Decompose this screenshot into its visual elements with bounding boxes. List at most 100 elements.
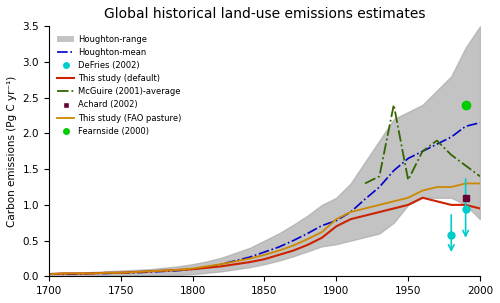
This study (default): [434, 199, 440, 203]
This study (FAO pasture): [175, 268, 181, 272]
This study (default): [477, 207, 483, 210]
This study (default): [462, 203, 468, 207]
Houghton-mean: [405, 157, 411, 160]
This study (FAO pasture): [319, 230, 325, 234]
This study (FAO pasture): [405, 196, 411, 200]
McGuire (2001)-average: [434, 139, 440, 142]
This study (FAO pasture): [477, 181, 483, 185]
This study (default): [448, 203, 454, 207]
Houghton-mean: [362, 197, 368, 201]
Houghton-mean: [276, 245, 282, 249]
Houghton-mean: [190, 267, 196, 271]
Houghton-mean: [89, 272, 95, 275]
This study (FAO pasture): [276, 249, 282, 252]
Houghton-mean: [74, 272, 80, 276]
McGuire (2001)-average: [462, 164, 468, 168]
This study (FAO pasture): [60, 272, 66, 275]
This study (FAO pasture): [132, 270, 138, 274]
This study (FAO pasture): [161, 269, 167, 272]
This study (FAO pasture): [376, 203, 382, 207]
Houghton-mean: [118, 271, 124, 275]
This study (default): [190, 267, 196, 271]
Houghton-mean: [448, 135, 454, 139]
This study (FAO pasture): [118, 271, 124, 275]
Houghton-mean: [104, 272, 110, 275]
Title: Global historical land-use emissions estimates: Global historical land-use emissions est…: [104, 7, 425, 21]
This study (default): [60, 272, 66, 275]
This study (FAO pasture): [262, 253, 268, 257]
McGuire (2001)-average: [420, 149, 426, 153]
Houghton-mean: [232, 259, 238, 262]
McGuire (2001)-average: [405, 178, 411, 182]
This study (default): [118, 271, 124, 275]
This study (FAO pasture): [420, 189, 426, 192]
This study (FAO pasture): [448, 185, 454, 189]
Line: McGuire (2001)-average: McGuire (2001)-average: [365, 105, 480, 183]
Houghton-mean: [319, 224, 325, 228]
This study (default): [204, 266, 210, 270]
McGuire (2001)-average: [477, 175, 483, 178]
This study (default): [247, 260, 253, 264]
Houghton-mean: [161, 269, 167, 273]
This study (default): [290, 249, 296, 252]
This study (default): [218, 265, 224, 268]
This study (default): [304, 243, 310, 247]
This study (FAO pasture): [46, 272, 52, 276]
Houghton-mean: [132, 271, 138, 275]
Houghton-mean: [46, 272, 52, 276]
This study (FAO pasture): [462, 181, 468, 185]
This study (FAO pasture): [247, 257, 253, 260]
Y-axis label: Carbon emissions (Pg C yr⁻¹): Carbon emissions (Pg C yr⁻¹): [7, 76, 17, 227]
Line: This study (FAO pasture): This study (FAO pasture): [49, 183, 480, 274]
Houghton-mean: [420, 149, 426, 153]
This study (FAO pasture): [74, 272, 80, 275]
This study (FAO pasture): [362, 207, 368, 210]
This study (FAO pasture): [434, 185, 440, 189]
Houghton-mean: [376, 185, 382, 189]
This study (default): [104, 271, 110, 275]
Line: Houghton-mean: Houghton-mean: [49, 123, 480, 274]
Houghton-mean: [477, 121, 483, 125]
This study (FAO pasture): [290, 244, 296, 248]
McGuire (2001)-average: [448, 153, 454, 157]
This study (FAO pasture): [334, 217, 340, 221]
This study (default): [405, 203, 411, 207]
This study (FAO pasture): [146, 269, 152, 273]
This study (default): [334, 225, 340, 228]
This study (FAO pasture): [232, 259, 238, 263]
Line: This study (default): This study (default): [49, 198, 480, 274]
Houghton-mean: [462, 125, 468, 128]
Houghton-mean: [204, 265, 210, 269]
This study (FAO pasture): [190, 267, 196, 270]
This study (default): [391, 207, 397, 210]
McGuire (2001)-average: [376, 175, 382, 178]
This study (default): [146, 269, 152, 273]
Houghton-mean: [60, 272, 66, 276]
This study (default): [348, 217, 354, 221]
This study (FAO pasture): [89, 272, 95, 275]
This study (FAO pasture): [204, 265, 210, 268]
This study (FAO pasture): [218, 262, 224, 266]
This study (default): [89, 272, 95, 275]
This study (default): [319, 236, 325, 240]
Houghton-mean: [290, 239, 296, 242]
This study (FAO pasture): [348, 210, 354, 214]
McGuire (2001)-average: [391, 103, 397, 107]
This study (default): [74, 272, 80, 275]
Houghton-mean: [391, 169, 397, 172]
Houghton-mean: [218, 262, 224, 266]
This study (default): [132, 270, 138, 274]
This study (default): [262, 257, 268, 261]
This study (default): [232, 262, 238, 266]
Houghton-mean: [434, 142, 440, 146]
This study (default): [362, 214, 368, 218]
This study (default): [420, 196, 426, 200]
Houghton-mean: [334, 219, 340, 222]
Legend: Houghton-range, Houghton-mean, DeFries (2002), This study (default), McGuire (20: Houghton-range, Houghton-mean, DeFries (…: [53, 30, 186, 140]
Houghton-mean: [146, 270, 152, 274]
Houghton-mean: [262, 250, 268, 254]
McGuire (2001)-average: [362, 181, 368, 185]
This study (FAO pasture): [104, 271, 110, 275]
This study (FAO pasture): [391, 199, 397, 203]
Houghton-mean: [175, 269, 181, 272]
